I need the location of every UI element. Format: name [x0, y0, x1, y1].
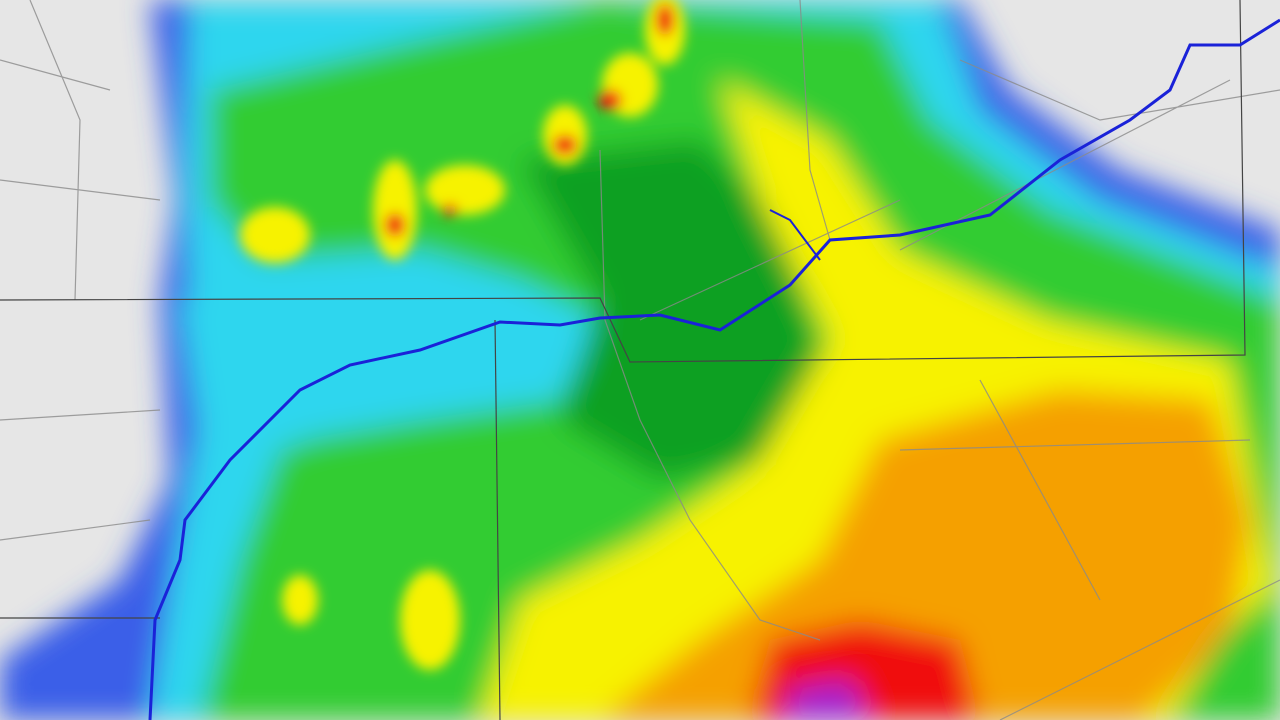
precip-purple: [785, 680, 870, 720]
state-borders: [0, 0, 1246, 720]
river-tributary: [769, 209, 821, 261]
precip-orange: [600, 390, 1250, 720]
river-line: [148, 18, 1280, 720]
precip-cyan-middle: [180, 300, 590, 440]
storm-cells: [240, 0, 685, 670]
precip-dark-green: [520, 140, 820, 480]
state-border-south: [494, 319, 501, 720]
state-border-north: [0, 0, 1246, 363]
precip-green-east: [1170, 580, 1280, 720]
